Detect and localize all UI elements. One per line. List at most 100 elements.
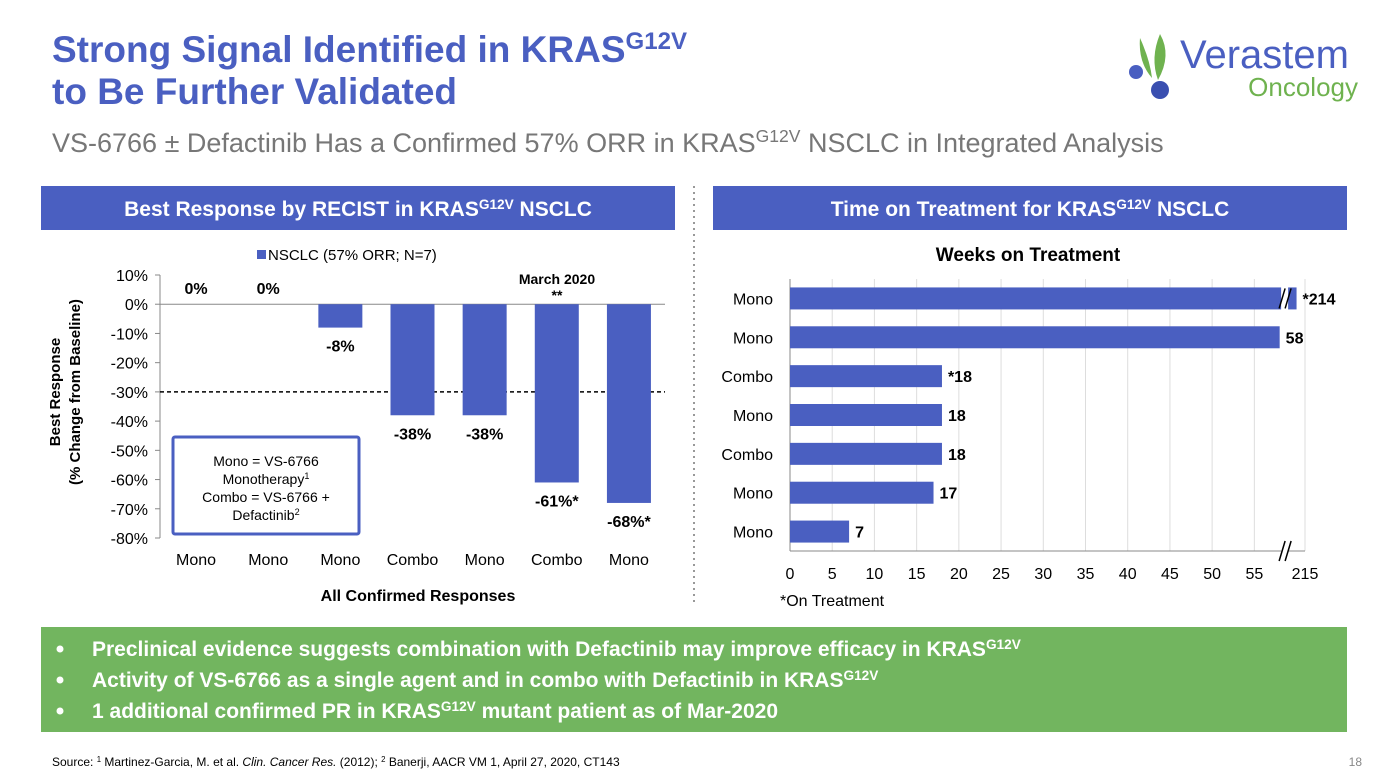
x-tick-label: Mono [176,552,216,569]
x-tick-label: 30 [1034,566,1052,583]
value-label: -38% [466,426,503,443]
panel-title-end: NSCLC [1151,198,1229,221]
bullet: Preclinical evidence suggests combinatio… [92,637,1021,662]
note-line: Defactinib2 [232,507,299,523]
bar [790,404,942,426]
panel-title: Best Response by RECIST in KRASG12V NSCL… [124,197,592,222]
panel-title-text: Best Response by RECIST in KRAS [124,198,479,221]
panel-header [713,186,1347,230]
panel-title-sup: G12V [1116,197,1151,212]
source-part: Banerji, AACR VM 1, April 27, 2020, CT14… [386,755,620,769]
footnote: *On Treatment [780,593,885,610]
source-part: 2 [381,755,385,764]
note-line: Monotherapy1 [223,471,310,487]
x-tick-label: 0 [786,566,795,583]
y-tick-label: 10% [116,268,148,285]
bar [790,442,942,465]
bar [534,304,579,483]
value-label: 7 [855,525,864,542]
y-tick-label: -30% [111,385,148,402]
bullet-sup: G12V [986,637,1021,652]
note-line: Combo = VS-6766 + [202,489,330,505]
bar [790,365,942,388]
annotation: March 2020 [519,271,595,287]
axis-break [1278,288,1286,309]
panel-title-sup: G12V [479,197,514,212]
value-label: -38% [394,426,431,443]
title: Strong Signal Identified in KRASG12V [52,28,687,71]
note-sup: 2 [295,507,300,517]
logo-dot [1151,81,1169,99]
bar [790,520,850,543]
logo-leaf [1139,38,1152,78]
y-tick-label: -50% [111,443,148,460]
y-tick-label: -80% [111,531,148,548]
y-tick-label: Mono [733,408,773,425]
bullet-text: 1 additional confirmed PR in KRAS [92,700,441,723]
annotation-mark: ** [552,287,563,303]
y-tick-label: -70% [111,502,148,519]
axis-break [1284,540,1292,562]
x-tick-label: Mono [248,552,288,569]
x-tick-label: Mono [320,552,360,569]
x-tick-label: Combo [387,552,439,569]
source-part: Martinez-Garcia, M. et al. [101,755,242,769]
panel-header [41,186,675,230]
x-tick-label: Combo [531,552,583,569]
y-tick-label: -20% [111,356,148,373]
value-label: *18 [948,369,972,386]
bullet-sup: G12V [441,699,476,714]
title-text: Strong Signal Identified in KRAS [52,29,626,70]
value-label: 0% [185,281,208,298]
bullet-dot [56,676,64,684]
axis-break-gap [1281,539,1289,563]
value-label: 58 [1286,330,1304,347]
source-part: (2012); [336,755,381,769]
bullet-dot [56,707,64,715]
x-tick-label: 215 [1292,566,1319,583]
panel-title: Time on Treatment for KRASG12V NSCLC [831,197,1230,222]
value-label: 17 [940,486,958,503]
bar [790,326,1280,349]
bullet-sup: G12V [843,668,878,683]
x-tick-label: 35 [1077,566,1095,583]
y-tick-label: Combo [721,369,773,386]
x-tick-label: 25 [992,566,1010,583]
x-axis-label: All Confirmed Responses [321,588,516,605]
axis-break [1278,540,1286,562]
legend-swatch [257,250,266,259]
value-label: -68%* [607,514,651,531]
value-label: 18 [948,447,966,464]
note-text: Mono = VS-6766 [213,453,319,469]
bullet: 1 additional confirmed PR in KRASG12V mu… [92,699,778,724]
logo-dot [1129,65,1143,79]
page-number: 18 [1349,755,1363,769]
legend-label: NSCLC (57% ORR; N=7) [268,247,437,264]
note-text: Defactinib [232,507,294,523]
axis-break-gap [1281,286,1289,311]
note-text: Monotherapy [223,471,305,487]
y-tick-label: Mono [733,525,773,542]
y-axis-label: Best Response [47,338,64,446]
note-box [171,435,361,536]
x-tick-label: Mono [609,552,649,569]
source: Source: 1 Martinez-Garcia, M. et al. Cli… [52,755,620,770]
logo-sub: Oncology [1248,72,1358,102]
title-sup: G12V [626,28,688,55]
source-part: Source: [52,755,97,769]
bar [390,304,435,416]
panel-title-end: NSCLC [514,198,592,221]
bullet-text: Preclinical evidence suggests combinatio… [92,638,986,661]
y-axis-label: (% Change from Baseline) [67,299,84,485]
y-tick-label: -10% [111,326,148,343]
logo-leaf [1154,34,1166,80]
subtitle-text: VS-6766 ± Defactinib Has a Confirmed 57%… [52,128,756,158]
y-tick-label: Mono [733,291,773,308]
subtitle: VS-6766 ± Defactinib Has a Confirmed 57%… [52,126,1164,158]
y-tick-label: 0% [125,297,148,314]
x-tick-label: 20 [950,566,968,583]
source-part: Clin. Cancer Res. [242,755,336,769]
note-line: Mono = VS-6766 [213,453,319,469]
bar [790,287,1297,310]
